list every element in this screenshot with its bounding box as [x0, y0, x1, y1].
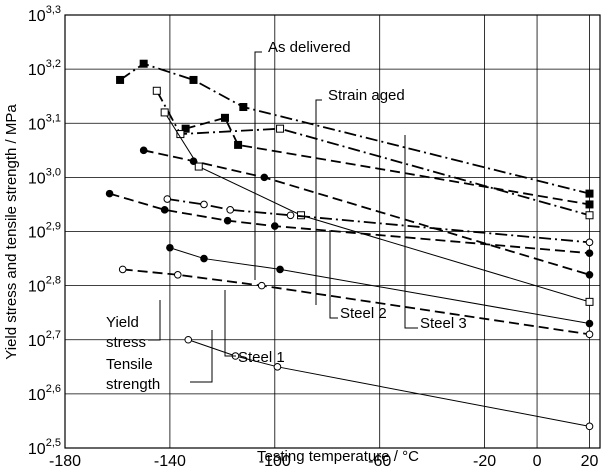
marker: [139, 146, 148, 155]
y-tick-label: 102,8: [28, 275, 61, 296]
y-tick-label: 102,7: [28, 329, 61, 350]
marker: [166, 243, 174, 252]
marker: [200, 254, 208, 263]
annotation: Steel 3: [420, 315, 467, 332]
y-tick-label: 102,6: [28, 383, 61, 404]
marker: [184, 335, 193, 344]
marker: [116, 75, 125, 84]
series-line: [164, 112, 590, 303]
annotation: Tensile: [106, 356, 153, 373]
marker: [139, 59, 148, 68]
leader-line: [329, 230, 338, 319]
marker: [286, 211, 295, 220]
marker: [276, 265, 284, 274]
x-tick-label: 20: [581, 453, 599, 469]
leader-line: [190, 330, 213, 383]
marker: [585, 422, 594, 431]
marker: [585, 319, 594, 328]
y-tick-label: 103,0: [28, 166, 61, 187]
leader-line: [404, 135, 418, 329]
series-line: [169, 247, 590, 325]
marker: [585, 238, 594, 247]
leader-line: [148, 300, 161, 341]
y-tick-label: 103,2: [28, 58, 61, 79]
marker: [257, 281, 266, 290]
marker: [585, 297, 594, 306]
marker: [297, 211, 306, 220]
marker: [585, 271, 594, 279]
series-line: [167, 198, 590, 244]
marker: [105, 189, 114, 198]
marker: [585, 330, 594, 339]
annotation: Yield: [106, 314, 139, 331]
marker: [271, 222, 279, 230]
leader-line: [224, 290, 236, 357]
x-tick-label: -60: [368, 453, 391, 469]
x-tick-label: -140: [154, 453, 186, 469]
x-axis-label: Testing temperature / °C: [257, 448, 419, 465]
annotation: Steel 1: [238, 349, 285, 366]
series-line: [122, 268, 590, 336]
marker: [152, 86, 161, 95]
x-tick-label: -20: [473, 453, 496, 469]
x-tick-label: -100: [259, 453, 291, 469]
marker: [234, 140, 243, 149]
marker: [585, 200, 594, 209]
marker: [273, 363, 282, 371]
series-line: [185, 116, 590, 206]
x-tick-label: 0: [533, 453, 542, 469]
marker: [226, 206, 235, 214]
marker: [181, 124, 190, 133]
marker: [163, 195, 172, 203]
marker: [220, 113, 229, 122]
marker: [260, 173, 269, 182]
marker: [585, 189, 594, 198]
annotation: As delivered: [268, 39, 351, 56]
y-axis-label: Yield stress and tensile strength / MPa: [3, 104, 20, 360]
marker: [585, 249, 594, 257]
series-line: [155, 90, 590, 217]
marker: [223, 216, 232, 225]
marker: [239, 103, 248, 112]
x-tick-label: -180: [49, 453, 81, 469]
marker: [276, 124, 285, 133]
annotation: Steel 2: [340, 305, 387, 322]
marker: [200, 200, 208, 209]
y-tick-label: 102,9: [28, 221, 61, 242]
marker: [189, 75, 198, 84]
y-tick-label: 103,3: [28, 4, 61, 25]
y-tick-label: 103,1: [28, 112, 61, 133]
leader-line: [254, 51, 262, 280]
annotation: strength: [106, 376, 160, 393]
marker: [194, 162, 203, 171]
leader-line: [315, 99, 322, 305]
annotation: Strain aged: [328, 87, 405, 104]
marker: [160, 108, 169, 117]
series-line: [143, 149, 590, 276]
y-tick-label: 102,5: [28, 437, 61, 458]
marker: [118, 265, 127, 274]
marker: [189, 157, 198, 165]
annotation: stress: [106, 334, 146, 351]
marker: [160, 206, 169, 214]
marker: [173, 271, 182, 279]
marker: [585, 211, 594, 220]
